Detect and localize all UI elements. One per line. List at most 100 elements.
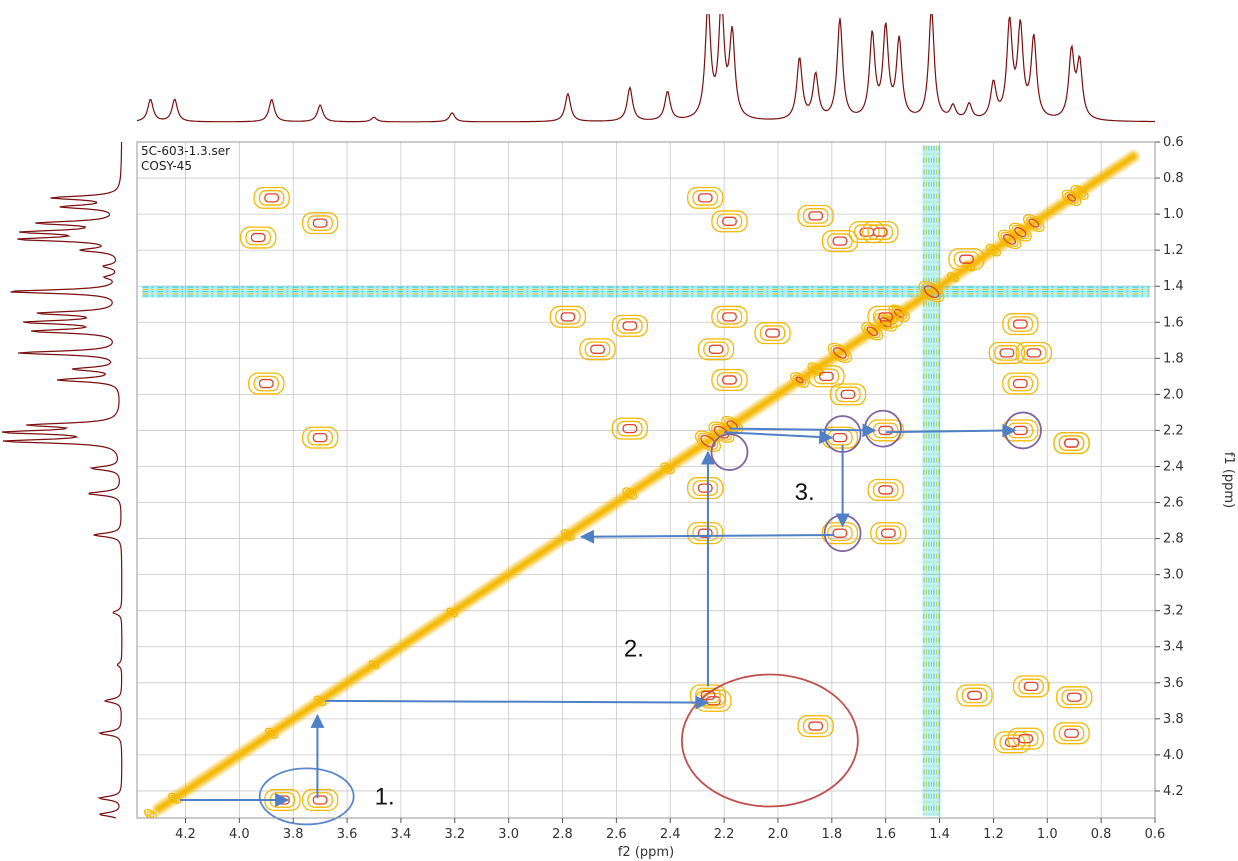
cross-peak-contour (1053, 722, 1090, 745)
x-tick-label: 4.2 (175, 827, 196, 842)
cross-peak (711, 368, 748, 392)
diagonal-peak (625, 489, 635, 498)
cross-peak-contour (617, 420, 643, 437)
cross-peak-contour (754, 322, 791, 345)
cross-peak-contour (808, 211, 824, 221)
x-tick-label: 3.6 (337, 827, 358, 842)
cross-peak-contour (716, 309, 743, 325)
cross-peak-contour (835, 386, 861, 403)
cross-peak-contour (307, 215, 333, 231)
cross-peak-contour (301, 212, 339, 235)
cross-peak (1007, 727, 1044, 750)
y-tick-label: 3.6 (1163, 676, 1184, 691)
cross-peak (301, 788, 339, 812)
cross-peak-contour (1002, 372, 1039, 395)
cross-peak (797, 204, 834, 227)
cross-peak-contour (872, 309, 899, 325)
cross-peak-contour (867, 305, 904, 328)
cross-peak-contour (239, 226, 277, 249)
y-tick-label: 2.6 (1163, 496, 1184, 511)
diagonal-peak (1073, 187, 1086, 198)
x-tick-label: 1.8 (821, 827, 842, 842)
cross-peak-contour (264, 193, 280, 203)
cross-peak-contour (697, 483, 713, 493)
cross-peak-contour (697, 338, 735, 361)
diagonal-peak (830, 344, 850, 361)
cross-peak-contour (307, 429, 333, 446)
cross-peak (239, 226, 277, 249)
cross-peak-contour (622, 321, 638, 331)
cross-peak (697, 338, 735, 361)
cross-peak-contour (875, 525, 902, 542)
cross-peak (797, 715, 834, 738)
correlation-arrow (579, 529, 835, 544)
cross-peak-contour (590, 344, 605, 354)
diagonal-peak (313, 695, 327, 707)
cross-peak-contour (248, 372, 285, 395)
horizontal-noise-band (142, 285, 1150, 298)
plot-frame (136, 141, 1156, 819)
y-axis-label: f1 (ppm) (1221, 452, 1236, 508)
diagonal-peak (149, 813, 152, 816)
cross-peak-contour (1058, 435, 1085, 451)
cross-peak-contour (953, 251, 980, 268)
diagonal-peak (879, 317, 892, 328)
cross-peak-contour (1021, 345, 1047, 361)
y-tick-label: 1.6 (1163, 315, 1184, 330)
y-tick-label: 3.2 (1163, 604, 1184, 619)
diagonal-peak (861, 322, 884, 341)
cross-peak-contour (1061, 689, 1088, 706)
cross-peak (821, 230, 859, 253)
x-tick-label: 3.2 (444, 827, 465, 842)
cross-peak-contour (994, 345, 1020, 361)
cross-peak-contour (765, 328, 780, 338)
diagonal-peak (949, 274, 957, 281)
cross-peak (687, 522, 724, 545)
cross-peak-contour (797, 204, 834, 227)
cross-peak-contour (948, 248, 985, 271)
cross-peak-contour (1012, 319, 1028, 329)
annotation-label: 3. (795, 479, 815, 506)
cross-peak-contour (808, 721, 824, 731)
cross-peak-contour (1056, 686, 1093, 709)
cross-peak (1015, 341, 1053, 364)
cross-peak-contour (301, 426, 339, 449)
diagonal-peak (316, 697, 324, 704)
cross-peak (1002, 313, 1039, 336)
cross-peak-contour (622, 423, 638, 434)
diagonal-peak (866, 326, 878, 337)
cross-peak-contour (1007, 375, 1034, 392)
cross-peak-contour (584, 341, 611, 358)
cross-peak (1002, 372, 1039, 395)
cross-peak (808, 365, 845, 388)
cross-peak-contour (821, 230, 859, 253)
cross-peak (1012, 675, 1050, 698)
x-axis-ticks: 4.2 4.0 3.8 3.6 3.4 3.2 3.0 2.8 2.6 2.4 2.2 2.0 1.8 1… (175, 818, 1165, 842)
annotation-ellipse (680, 673, 859, 808)
cross-peak-contour (716, 372, 743, 388)
cross-peak-contour (878, 312, 894, 322)
cross-peak-contour (253, 375, 280, 392)
cross-peak (301, 212, 339, 235)
diagonal-peak (827, 342, 853, 363)
cross-peak-contour (813, 368, 840, 385)
cross-peak-contour (711, 305, 748, 328)
cross-peak-contour (258, 190, 285, 206)
diagonal-peak (665, 466, 670, 470)
diagonal-peak (173, 796, 177, 800)
cross-peak (549, 305, 587, 328)
x-tick-label: 1.6 (875, 827, 896, 842)
cross-peak-contour (967, 690, 982, 701)
cross-peak-contour (692, 190, 719, 206)
cross-peak (711, 210, 748, 233)
x-tick-label: 2.0 (768, 827, 789, 842)
annotation-label: 2. (624, 635, 644, 662)
cross-peak-contour (1007, 727, 1044, 750)
diagonal-peak (997, 229, 1022, 250)
x-tick-label: 1.0 (1037, 827, 1058, 842)
cross-peak (611, 417, 649, 440)
cross-peak-contour (312, 432, 328, 443)
diagonal-peak (264, 727, 279, 739)
diagonal-peak (713, 425, 730, 439)
